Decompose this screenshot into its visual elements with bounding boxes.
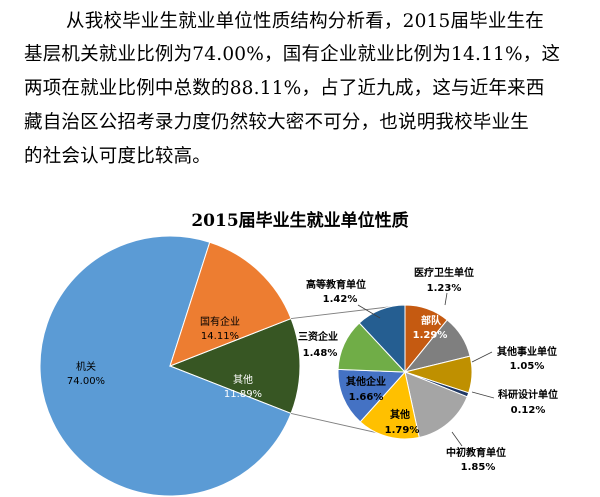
slice-label: 其他 [233,373,253,386]
pie-slice [404,371,468,439]
leader-line [471,351,493,363]
slice-value-label: 1.23% [427,283,462,294]
slice-value-label: 1.29% [413,330,448,341]
slice-label: 高等教育单位 [306,278,366,291]
slice-label: 部队 [421,314,442,327]
slice-value-label: 11.89% [224,389,262,400]
slice-value-label: 1.48% [303,348,338,359]
pie-slice [337,368,407,423]
slice-label: 其他企业 [346,375,386,388]
pie-slice [168,317,301,415]
paragraph-line: 两项在就业比例中总数的88.11%，占了近九成，这与近年来西 [24,78,545,99]
slice-label: 其他 [390,408,410,421]
paragraph-line: 基层机关就业比例为74.00%，国有企业就业比例为14.11%，这 [24,44,561,65]
slice-label: 三资企业 [298,330,338,343]
slice-value-label: 1.42% [323,294,358,305]
slice-label: 医疗卫生单位 [414,266,474,279]
slice-value-label: 1.05% [510,361,545,372]
slice-value-label: 14.11% [201,331,239,342]
chart-title: 2015届毕业生就业单位性质 [191,211,409,231]
leader-line [357,304,381,319]
slice-label: 国有企业 [200,315,240,328]
description-paragraph: 从我校毕业生就业单位性质结构分析看，2015届毕业生在 基层机关就业比例为74.… [0,0,600,190]
slice-value-label: 1.85% [461,462,496,473]
slice-value-label: 1.79% [385,425,420,436]
slice-label: 机关 [76,360,96,373]
paragraph-line: 藏自治区公招考录力度仍然较大密不可分，也说明我校毕业生 [24,112,529,133]
paragraph-line: 的社会认可度比较高。 [24,146,212,167]
slice-label: 科研设计单位 [498,388,558,401]
slice-label: 其他事业单位 [497,345,557,358]
slice-label: 中初教育单位 [446,446,506,459]
pie-slice [358,304,406,374]
leader-line [471,391,495,399]
slice-value-label: 1.66% [349,392,384,403]
pie-slice [169,241,292,367]
paragraph-line: 从我校毕业生就业单位性质结构分析看，2015届毕业生在 [66,11,544,32]
pie-slice [359,370,420,440]
leader-line [451,431,463,447]
slice-value-label: 0.12% [511,405,546,416]
leader-line [444,292,448,306]
pie-slice [39,235,292,497]
slice-value-label: 74.00% [67,376,105,387]
